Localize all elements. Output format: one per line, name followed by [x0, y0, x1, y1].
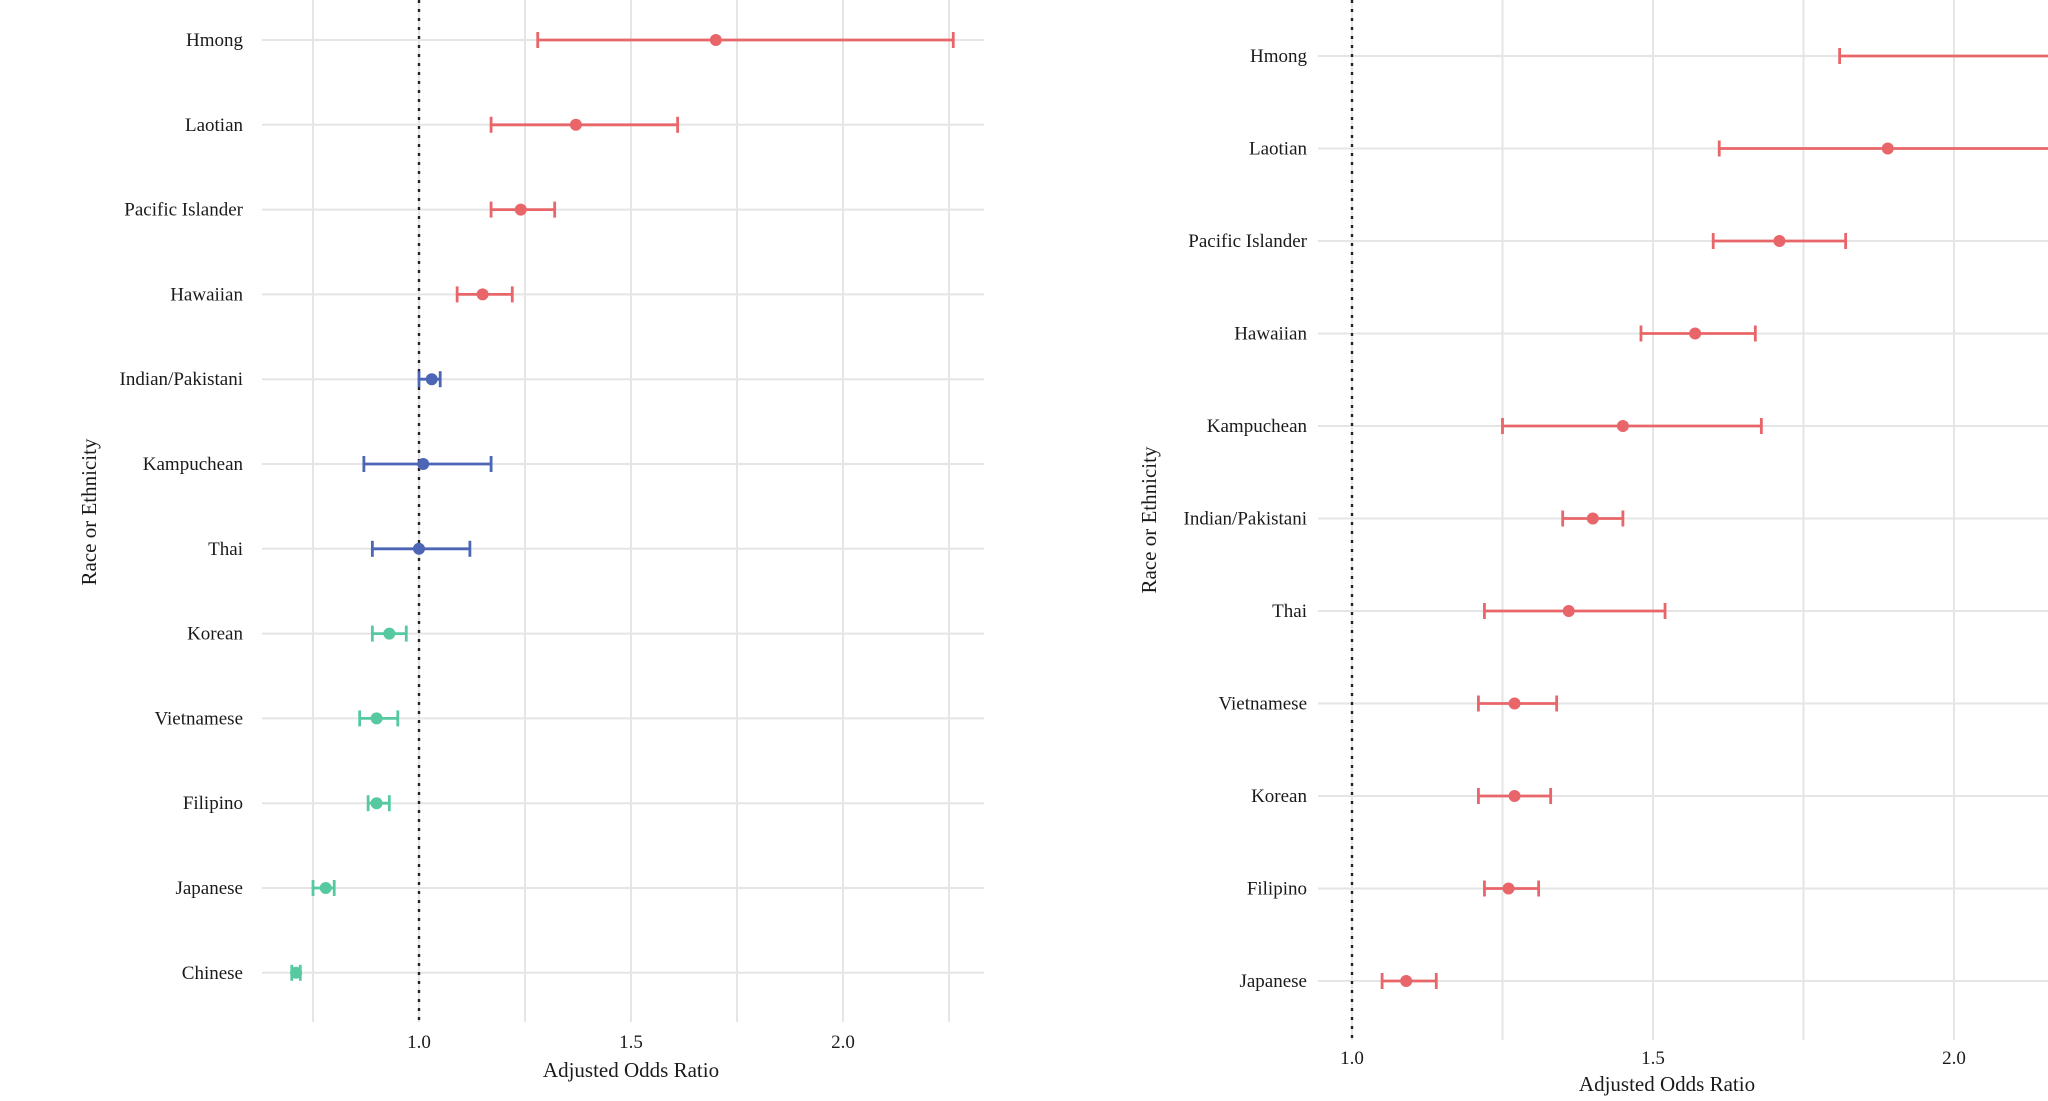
odds-ratio-point — [1508, 697, 1521, 710]
odds-ratio-point — [1502, 882, 1515, 895]
row-label: Kampuchean — [143, 454, 244, 475]
odds-ratio-point — [1616, 420, 1629, 432]
odds-ratio-point — [1508, 790, 1521, 802]
odds-ratio-point — [425, 373, 438, 386]
left-forest-plot: Hmong Laotian Pacific Islander Hawaiian Indi… — [77, 0, 984, 1082]
row-label: Kampuchean — [1207, 416, 1308, 437]
x-tick-label: 1.5 — [619, 1032, 643, 1053]
row-label: Indian/Pakistani — [120, 369, 243, 390]
odds-ratio-point — [290, 966, 303, 979]
odds-ratio-point — [417, 458, 430, 470]
row-label: Filipino — [183, 793, 243, 814]
odds-ratio-point — [1689, 327, 1702, 340]
row-label: Indian/Pakistani — [1184, 509, 1307, 530]
odds-ratio-point — [413, 542, 425, 555]
row-label: Hawaiian — [1234, 324, 1307, 345]
row-label: Thai — [1272, 601, 1307, 622]
row-label: Hmong — [186, 30, 244, 51]
row-label: Chinese — [182, 963, 243, 984]
odds-ratio-point — [476, 288, 489, 301]
x-axis-label: Adjusted Odds Ratio — [543, 1058, 719, 1082]
row-label: Vietnamese — [1218, 694, 1307, 715]
odds-ratio-point — [569, 118, 582, 131]
row-label: Filipino — [1247, 879, 1307, 900]
row-label: Korean — [187, 624, 243, 645]
odds-ratio-point — [1400, 975, 1413, 987]
row-label: Pacific Islander — [1188, 231, 1307, 252]
row-label: Japanese — [1239, 971, 1307, 992]
x-axis-label: Adjusted Odds Ratio — [1579, 1072, 1755, 1096]
odds-ratio-point — [1881, 142, 1894, 155]
right-forest-plot: Hmong Laotian Pacific Islander Hawaiian Kamp… — [1137, 0, 2048, 1096]
row-label: Korean — [1251, 786, 1307, 807]
odds-ratio-point — [514, 203, 527, 216]
odds-ratio-point — [1586, 512, 1599, 525]
row-label: Hawaiian — [170, 284, 243, 305]
odds-ratio-point — [709, 34, 722, 46]
odds-ratio-point — [1773, 235, 1786, 247]
odds-ratio-point — [370, 797, 383, 810]
x-tick-label: 2.0 — [831, 1032, 855, 1053]
row-label: Laotian — [1249, 139, 1308, 160]
x-tick-label: 2.0 — [1942, 1048, 1966, 1069]
odds-ratio-point — [1562, 605, 1575, 617]
row-label: Vietnamese — [154, 708, 243, 729]
y-axis-label: Race or Ethnicity — [1137, 446, 1161, 593]
x-tick-label: 1.5 — [1641, 1048, 1665, 1069]
row-label: Pacific Islander — [124, 200, 243, 221]
row-label: Japanese — [175, 878, 243, 899]
row-label: Thai — [208, 539, 243, 560]
odds-ratio-point — [370, 712, 383, 725]
row-label: Hmong — [1250, 46, 1308, 67]
x-tick-label: 1.0 — [407, 1032, 431, 1053]
odds-ratio-point — [319, 882, 332, 894]
x-tick-label: 1.0 — [1340, 1048, 1364, 1069]
row-label: Laotian — [185, 115, 244, 136]
odds-ratio-point — [383, 627, 396, 640]
y-axis-label: Race or Ethnicity — [77, 438, 101, 585]
